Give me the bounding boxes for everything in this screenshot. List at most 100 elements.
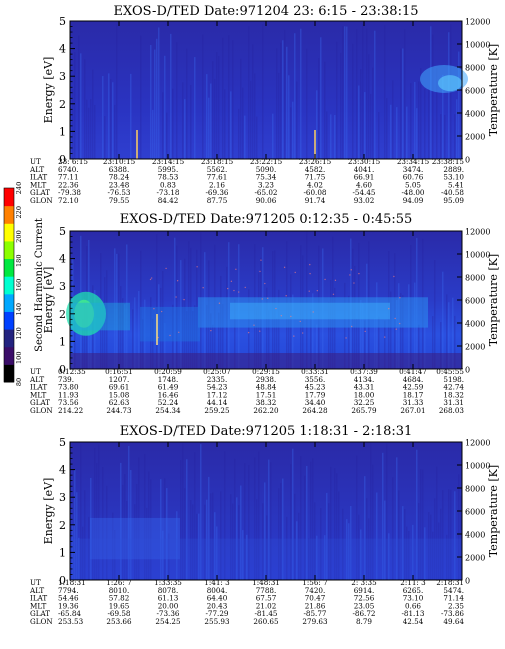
y-right-tick-label: 2000 <box>465 133 485 142</box>
panel-title: EXOS-D/TED Date:971205 1:18:31 - 2:18:31 <box>120 424 413 439</box>
table-cell: 22.36 <box>58 180 79 189</box>
table-cell: -76.53 <box>107 188 130 197</box>
table-cell: 5.41 <box>448 180 464 189</box>
table-cell: 71.75 <box>305 173 326 182</box>
table-cell: 5090. <box>256 165 277 174</box>
table-cell: 67.57 <box>256 594 277 603</box>
table-row-label: ALT <box>29 375 44 384</box>
heatmap-texture <box>72 23 460 160</box>
y-right-tick-label: 12000 <box>465 439 490 448</box>
panel-title: EXOS-D/TED Date:971204 23: 6:15 - 23:38:… <box>114 4 419 19</box>
y-right-tick-label: 8000 <box>465 485 485 494</box>
colorbar-tick-label: 180 <box>15 255 23 267</box>
table-cell: -65.84 <box>58 609 81 618</box>
y-tick-label: 2 <box>59 98 66 111</box>
table-row-label: GLON <box>30 196 53 205</box>
colorbar-segment <box>4 346 14 365</box>
table-cell: 6740. <box>58 165 79 174</box>
y-right-tick-label: 4000 <box>465 531 485 540</box>
table-cell: 93.02 <box>354 196 375 205</box>
table-cell: 4.02 <box>307 180 323 189</box>
table-row-label: UT <box>30 578 41 587</box>
table-cell: 7420. <box>305 586 326 595</box>
table-cell: 23:22:15 <box>250 157 283 166</box>
table-cell: -86.72 <box>352 609 375 618</box>
table-cell: 48.84 <box>256 383 277 392</box>
table-cell: 260.65 <box>253 617 279 626</box>
table-cell: 32.25 <box>354 398 375 407</box>
y-tick-label: 0 <box>59 363 66 376</box>
table-cell: 23: 6:15 <box>58 157 88 166</box>
y-right-tick-label: 10000 <box>465 462 490 471</box>
colorbar-tick-label: 140 <box>15 303 23 315</box>
y-right-tick-label: 12000 <box>465 228 490 237</box>
table-cell: 57.82 <box>109 594 130 603</box>
table-cell: 0:41:47 <box>399 367 427 376</box>
table-cell: 61.49 <box>158 383 179 392</box>
table-cell: 52.24 <box>158 398 179 407</box>
y-tick-label: 5 <box>59 436 66 449</box>
table-cell: 23.48 <box>109 180 130 189</box>
y-right-tick-label: 10000 <box>465 251 490 260</box>
table-cell: 0:45:55 <box>436 367 464 376</box>
table-cell: -81.13 <box>401 609 424 618</box>
table-row-label: GLON <box>30 406 53 415</box>
y-axis-label: Energy [eV] <box>42 267 55 334</box>
table-cell: 5198. <box>443 375 464 384</box>
table-cell: 60.76 <box>403 173 424 182</box>
y-right-axis-label: Temperature [K] <box>487 254 500 346</box>
table-cell: -65.02 <box>254 188 277 197</box>
colorbar-tick-label: 160 <box>15 279 23 291</box>
table-cell: 2.35 <box>448 601 464 610</box>
table-cell: 0.66 <box>405 601 421 610</box>
table-cell: -81.45 <box>254 609 277 618</box>
table-cell: 1:26: 7 <box>106 578 132 587</box>
table-cell: 70.47 <box>305 594 326 603</box>
table-cell: 23:38:15 <box>432 157 465 166</box>
colorbar-tick-label: 220 <box>15 206 23 218</box>
table-cell: 17.79 <box>305 390 326 399</box>
colorbar-segment <box>4 293 14 312</box>
table-cell: -73.86 <box>441 609 464 618</box>
y-tick-label: 5 <box>59 225 66 238</box>
table-cell: -69.36 <box>205 188 228 197</box>
y-tick-label: 2 <box>59 519 66 532</box>
table-cell: 16.46 <box>158 390 179 399</box>
table-cell: 268.03 <box>439 406 465 415</box>
table-cell: 43.31 <box>354 383 375 392</box>
table-cell: 1:41: 3 <box>204 578 230 587</box>
colorbar-tick-label: 120 <box>15 327 23 339</box>
spectrogram-panel-1: EXOS-D/TED Date:971204 23: 6:15 - 23:38:… <box>29 4 500 205</box>
colorbar: 80 100 120 140 160 180 200 220 240 Second Harmoni… <box>3 182 45 386</box>
y-tick-label: 3 <box>59 70 66 83</box>
table-cell: 54.23 <box>207 383 228 392</box>
table-cell: 739. <box>58 375 74 384</box>
table-cell: 23:34:15 <box>397 157 430 166</box>
table-cell: 42.59 <box>403 383 424 392</box>
table-cell: 2889. <box>443 165 464 174</box>
table-cell: 2:11: 3 <box>400 578 426 587</box>
table-cell: 244.73 <box>106 406 132 415</box>
colorbar-tick-label: 200 <box>15 230 23 242</box>
table-cell: 214.22 <box>58 406 83 415</box>
table-cell: 0:12:35 <box>58 367 86 376</box>
heatmap-feature <box>70 517 462 580</box>
colorbar-segment <box>4 240 14 260</box>
y-tick-label: 3 <box>59 491 66 504</box>
table-cell: -73.18 <box>156 188 179 197</box>
table-cell: 23:10:15 <box>103 157 136 166</box>
table-cell: 0.83 <box>160 180 176 189</box>
table-cell: -85.77 <box>303 609 326 618</box>
table-cell: 45.23 <box>305 383 326 392</box>
table-row-label: UT <box>30 367 41 376</box>
table-row-label: GLON <box>30 617 53 626</box>
table-cell: 61.13 <box>158 594 179 603</box>
table-cell: -40.58 <box>441 188 464 197</box>
table-cell: 23:14:15 <box>152 157 185 166</box>
y-right-tick-label: 4000 <box>465 110 485 119</box>
table-cell: 73.80 <box>58 383 79 392</box>
table-cell: 11.93 <box>58 390 79 399</box>
table-cell: 69.61 <box>109 383 130 392</box>
table-cell: 2335. <box>207 375 228 384</box>
table-cell: 8.79 <box>356 617 372 626</box>
